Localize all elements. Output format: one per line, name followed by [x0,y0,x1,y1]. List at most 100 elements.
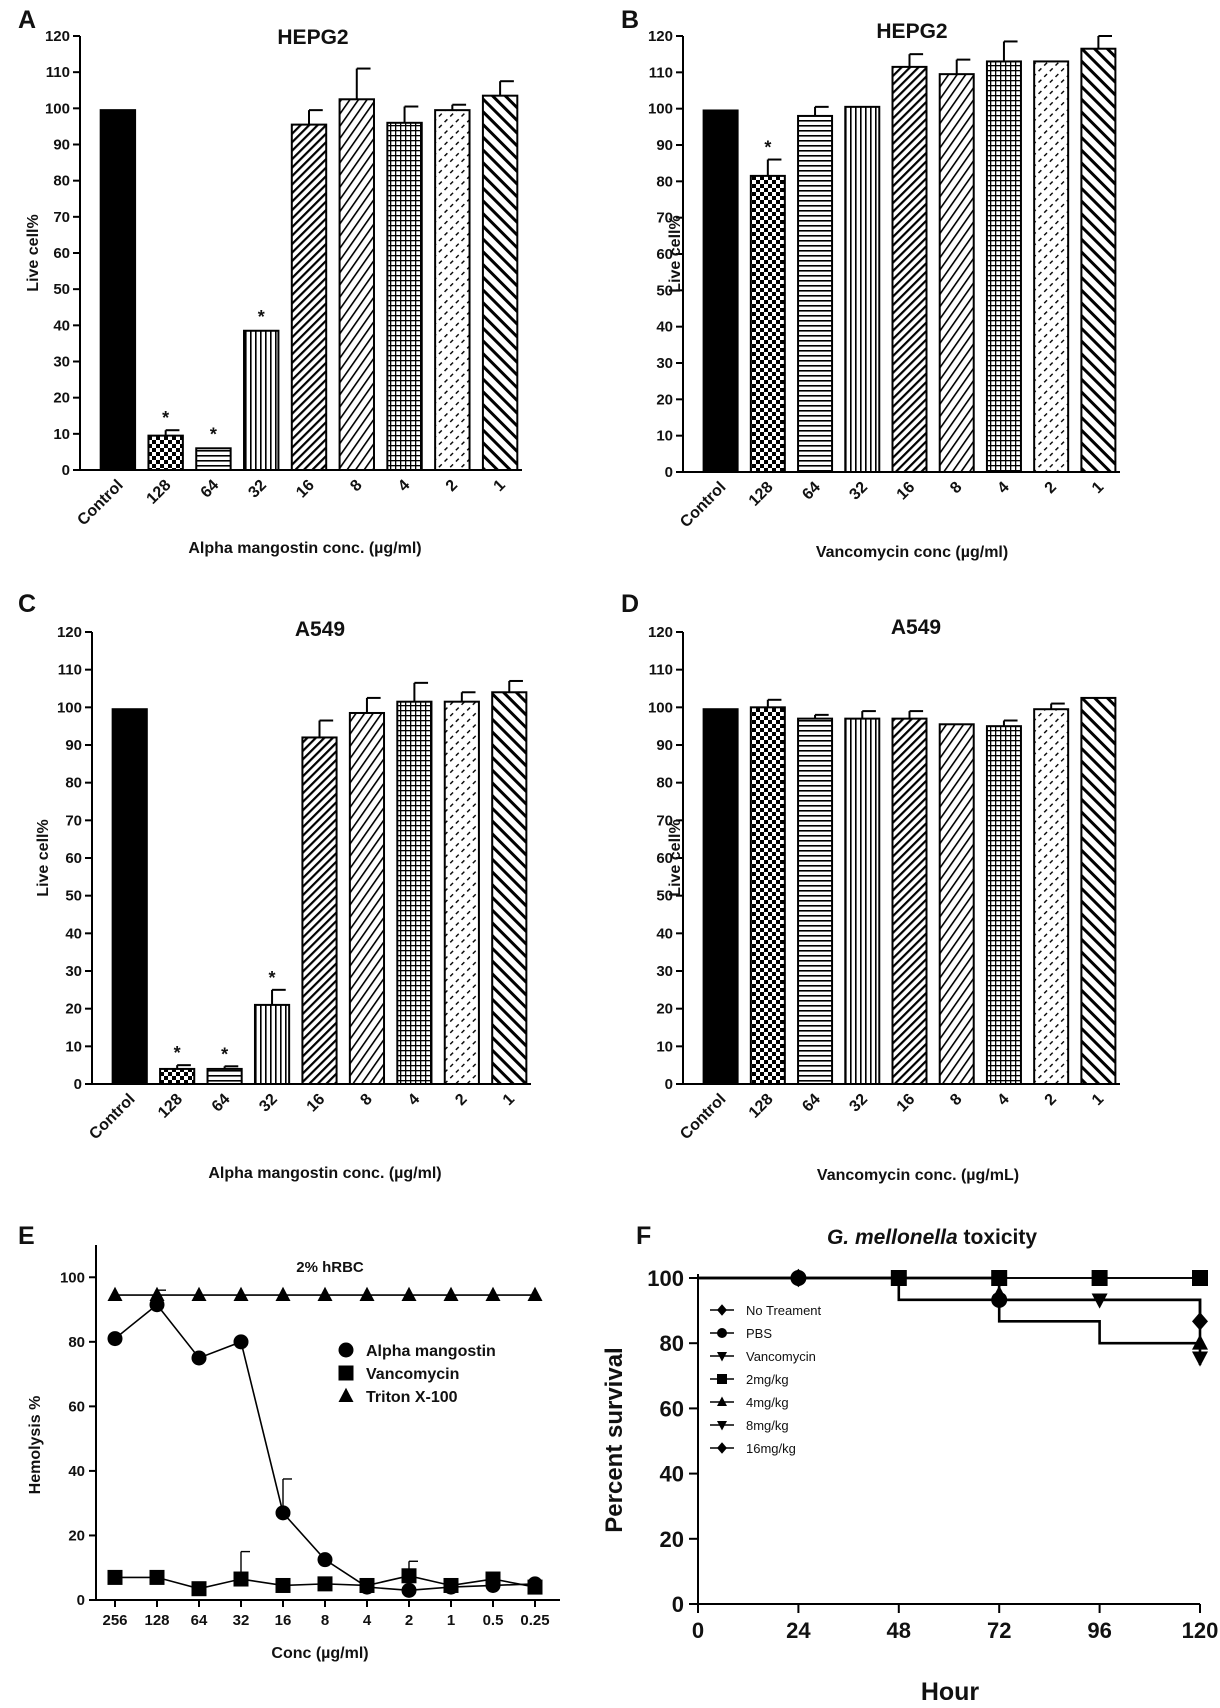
y-axis-label: Hemolysis % [27,1396,44,1495]
bar [253,1003,291,1086]
x-tick-label: 32 [847,1091,872,1116]
bar [111,708,148,1085]
significance-mark: * [174,1043,181,1063]
y-tick-label: 40 [660,1462,684,1487]
data-point [233,1571,249,1587]
panel-label: A [18,6,36,34]
y-tick-label: 100 [57,699,82,716]
data-point [275,1505,291,1521]
significance-mark: * [269,968,276,988]
y-tick-label: 80 [656,775,673,792]
x-tick-label: 0.25 [520,1612,549,1629]
bar [702,708,739,1085]
x-tick-label: 8 [357,1091,375,1109]
x-tick-label: 8 [347,477,365,495]
x-tick-label: 256 [102,1612,127,1629]
x-tick-label: 120 [1182,1618,1219,1643]
x-tick-label: 96 [1087,1618,1111,1643]
legend-marker [717,1442,727,1454]
legend-label: 2mg/kg [746,1372,789,1387]
x-tick-label: 32 [233,1612,250,1629]
y-tick-label: 40 [68,1463,85,1480]
y-tick-label: 100 [648,699,673,716]
chart-title: HEPG2 [277,26,348,49]
legend-marker [338,1342,354,1358]
y-tick-label: 30 [656,355,673,372]
significance-mark: * [258,307,265,327]
legend-marker [717,1421,727,1431]
x-tick-label: 64 [209,1091,234,1116]
y-tick-label: 70 [65,812,82,829]
y-tick-label: 90 [53,137,70,154]
bar [195,447,232,471]
panel-c: C A549 0 10 20 30 40 50 60 70 80 90 100 110 120 Live ce… [18,590,531,1182]
data-point [890,1270,907,1286]
bar [1033,708,1070,1085]
x-tick-label: 32 [256,1091,281,1116]
y-tick-label: 0 [62,462,70,479]
data-point [107,1331,123,1347]
y-tick-label: 0 [77,1592,85,1609]
y-axis-label: Live cell% [35,819,52,896]
x-tick-label: 16 [894,479,919,504]
y-tick-label: 20 [656,391,673,408]
significance-mark: * [210,424,217,444]
bar [1080,696,1117,1086]
x-tick-label: 64 [191,1612,208,1629]
x-tick-label: 1 [1089,479,1107,497]
x-tick-label: 4 [395,477,413,495]
x-tick-label: 16 [275,1612,292,1629]
x-tick-label: 48 [887,1618,911,1643]
y-tick-label: 80 [53,173,70,190]
data-point [401,1568,417,1584]
bar [243,329,280,471]
panel-label: E [18,1222,35,1250]
y-tick-label: 0 [74,1076,82,1093]
x-tick-label: 1 [447,1612,455,1629]
x-tick-label: Control [677,1091,729,1143]
data-point [1091,1270,1108,1286]
x-tick-label: 1 [500,1091,518,1109]
data-point [527,1286,543,1302]
x-tick-label: 64 [198,477,223,502]
bar [396,700,433,1086]
data-point [317,1576,333,1592]
y-tick-label: 30 [656,963,673,980]
data-point [317,1286,333,1302]
bar [434,109,471,472]
bar [985,60,1022,474]
y-tick-label: 50 [656,888,673,905]
y-tick-label: 20 [53,390,70,407]
data-point [107,1286,123,1302]
data-point [1192,1312,1208,1331]
y-tick-label: 110 [649,64,673,81]
x-tick-label: 16 [293,477,318,502]
panel-label: B [621,6,639,34]
y-tick-label: 120 [57,624,82,641]
x-axis-label: Vancomycin conc. (µg/mL) [817,1167,1019,1184]
y-tick-label: 30 [65,963,82,980]
legend-label: No Treament [746,1303,822,1318]
y-tick-label: 70 [656,210,673,227]
y-tick-label: 0 [665,464,673,481]
legend-marker [338,1365,354,1381]
data-point [359,1286,375,1302]
x-tick-label: 24 [786,1618,811,1643]
y-tick-label: 40 [656,925,673,942]
legend-label: Triton X-100 [366,1389,458,1406]
y-tick-label: 20 [660,1527,684,1552]
data-point [107,1569,123,1585]
x-tick-label: 64 [799,479,824,504]
bar [386,121,423,472]
x-tick-label: 2 [1042,1091,1060,1109]
data-point [275,1286,291,1302]
y-tick-label: 120 [648,624,673,641]
data-point [275,1577,291,1593]
chart-title: 2% hRBC [296,1259,364,1276]
data-point [191,1350,207,1366]
y-tick-label: 40 [53,317,70,334]
data-point [527,1579,543,1595]
bar [159,1067,196,1086]
y-tick-label: 80 [65,775,82,792]
